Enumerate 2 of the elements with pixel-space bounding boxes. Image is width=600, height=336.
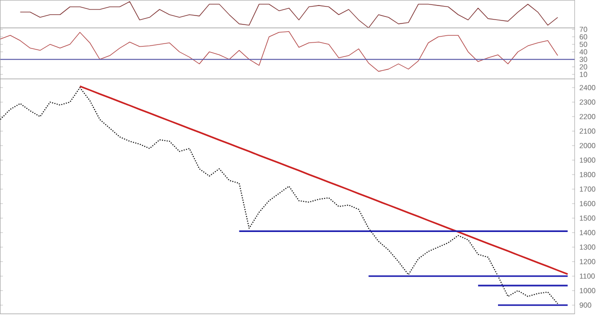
line-series: [0, 31, 558, 72]
line-series: [79, 86, 568, 276]
